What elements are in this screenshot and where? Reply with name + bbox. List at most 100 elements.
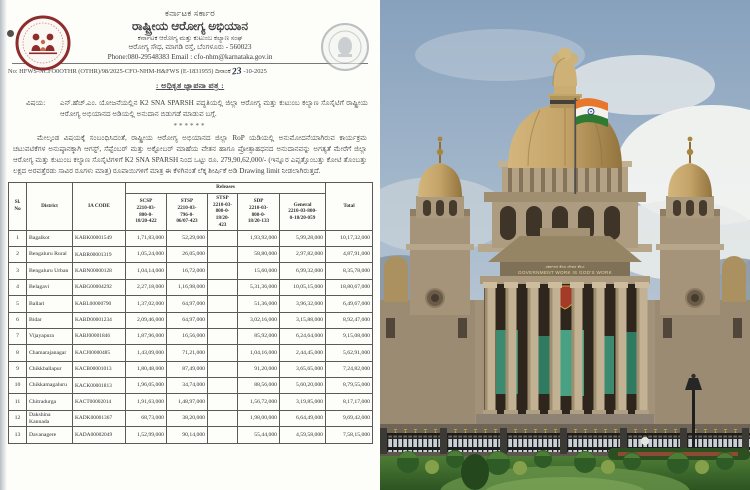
cell-general: 10,05,15,000 bbox=[278, 278, 327, 297]
table-row: 6 Bidar KABD00001234 2,09,46,000 64,97,0… bbox=[8, 311, 374, 329]
table-row: 9 Chikkballapur KACB00001013 1,80,48,000… bbox=[8, 360, 374, 379]
cell-general: 3,15,88,000 bbox=[278, 311, 327, 329]
cell-slno: 12 bbox=[8, 409, 27, 428]
cell-sdp: 15,60,000 bbox=[237, 262, 280, 280]
cell-iacode: KABG00004292 bbox=[72, 278, 126, 297]
cell-stsp1: 90,14,000 bbox=[166, 426, 208, 444]
cell-total: 7,24,82,000 bbox=[325, 360, 374, 379]
cell-scsp: 1,52,99,000 bbox=[125, 426, 167, 444]
district-releases-table: Sl. No District IA CODE Releases Total S… bbox=[8, 181, 374, 444]
cell-stsp1: 38,20,000 bbox=[166, 409, 208, 428]
cell-scsp: 2,27,18,000 bbox=[125, 278, 167, 297]
cell-total: 5,62,91,000 bbox=[325, 344, 374, 362]
cell-total: 8,79,55,000 bbox=[325, 377, 374, 395]
cell-stsp1: 26,05,000 bbox=[166, 245, 208, 264]
col-header-total: Total bbox=[325, 181, 374, 231]
cell-sdp: 91,20,000 bbox=[237, 360, 280, 379]
cell-general: 3,19,85,000 bbox=[278, 393, 327, 411]
cell-slno: 9 bbox=[8, 360, 27, 379]
cell-stsp1: 34,74,000 bbox=[166, 377, 208, 395]
cell-sdp: 3,02,16,000 bbox=[237, 311, 280, 329]
ashoka-lion-capital-statue bbox=[552, 47, 578, 94]
cell-total: 18,80,67,000 bbox=[325, 278, 374, 297]
col-header-sdp: SDP 2210-03- 800-0- 18/20-133 bbox=[237, 192, 280, 231]
cell-stsp1: 64,97,000 bbox=[166, 311, 208, 329]
cell-slno: 11 bbox=[8, 393, 27, 411]
indian-flag-icon bbox=[574, 98, 608, 194]
cell-general: 3,96,32,000 bbox=[278, 295, 327, 313]
cell-stsp1: 16,72,000 bbox=[166, 262, 208, 280]
cell-iacode: KACK00001813 bbox=[72, 377, 126, 395]
cell-stsp2 bbox=[207, 344, 238, 362]
cell-general: 4,59,58,000 bbox=[278, 426, 327, 444]
iron-fence bbox=[380, 428, 750, 459]
cell-stsp1: 71,21,000 bbox=[166, 344, 208, 362]
table-row: 13 Davanagere KADA00002049 1,52,99,000 9… bbox=[8, 426, 374, 444]
memo-body-paragraph: ಮೇಲ್ಕಂಡ ವಿಷಯಕ್ಕೆ ಸಂಬಂಧಿಸಿದಂತೆ, ರಾಷ್ಟ್ರೀಯ… bbox=[13, 134, 367, 175]
cell-scsp: 1,05,24,000 bbox=[125, 245, 167, 264]
letterhead: ಕರ್ನಾಟಕ ಸರ್ಕಾರ ರಾಷ್ಟ್ರೀಯ ಆರೋಗ್ಯ ಅಭಿಯಾನ ಕ… bbox=[0, 0, 380, 65]
table-row: 8 Chamarajanagar KACJ00000485 1,43,09,00… bbox=[8, 344, 374, 362]
col-header-stsp1: STSP 2210-03- 796-0- 06/07-423 bbox=[166, 192, 208, 231]
cell-scsp: 1,43,09,000 bbox=[125, 344, 167, 362]
cell-iacode: KABL00000790 bbox=[72, 295, 126, 313]
cell-sdp: 1,98,00,000 bbox=[237, 409, 280, 428]
cell-general: 5,60,20,000 bbox=[278, 377, 327, 395]
cell-stsp2 bbox=[207, 245, 238, 264]
table-row: 10 Chikkamagaluru KACK00001813 1,96,05,0… bbox=[8, 377, 374, 395]
col-header-slno: Sl. No bbox=[8, 181, 27, 231]
cell-sdp: 58,80,000 bbox=[237, 245, 280, 264]
contact-line: Phone:080-29548383 Email : cfo-nhm@karna… bbox=[12, 53, 368, 65]
col-header-releases: Releases bbox=[124, 181, 327, 194]
cell-district: Ballari bbox=[26, 295, 73, 313]
cell-iacode: KACT00002014 bbox=[72, 393, 126, 411]
inscription-english: GOVERNMENT WORK IS GOD'S WORK bbox=[518, 270, 613, 275]
cell-sdp: 51,36,000 bbox=[237, 295, 280, 313]
cell-stsp2 bbox=[207, 262, 238, 280]
handwritten-date: 23 bbox=[231, 66, 243, 78]
cell-slno: 3 bbox=[8, 262, 27, 280]
separator-stars: ****** bbox=[173, 122, 207, 131]
cell-stsp2 bbox=[207, 311, 238, 329]
cell-total: 6,49,67,000 bbox=[325, 295, 374, 313]
cell-general: 5,99,28,000 bbox=[278, 229, 327, 247]
table-row: 2 Bengaluru Rural KABR00001319 1,05,24,0… bbox=[8, 245, 374, 264]
cell-district: Bengaluru Urban bbox=[26, 262, 73, 280]
lamp-post bbox=[685, 373, 702, 450]
cell-district: Chikkballapur bbox=[26, 360, 73, 379]
cell-iacode: KACJ00000485 bbox=[72, 344, 126, 362]
cell-stsp2 bbox=[207, 327, 238, 346]
vidhana-soudha-photo: ಸರ್ಕಾರದ ಕೆಲಸ ದೇವರ ಕೆಲಸ GOVERNMENT WORK I… bbox=[380, 0, 750, 490]
col-header-district: District bbox=[26, 181, 73, 231]
mission-title: ರಾಷ್ಟ್ರೀಯ ಆರೋಗ್ಯ ಅಭಿಯಾನ bbox=[131, 18, 249, 33]
cell-total: 8,35,78,000 bbox=[325, 262, 374, 280]
punch-hole-dot bbox=[7, 30, 14, 37]
cell-stsp1: 1,48,97,000 bbox=[166, 393, 208, 411]
government-memo-document: ಕರ್ನಾಟಕ ಸರ್ಕಾರ ರಾಷ್ಟ್ರೀಯ ಆರೋಗ್ಯ ಅಭಿಯಾನ ಕ… bbox=[0, 0, 380, 490]
cell-stsp1: 16,56,000 bbox=[166, 327, 208, 346]
col-header-general: General 2210-03-800- 0-18/20-059 bbox=[278, 192, 327, 231]
cell-stsp2 bbox=[207, 229, 238, 247]
table-row: 5 Ballari KABL00000790 1,37,02,000 64,97… bbox=[8, 295, 374, 313]
table-row: 1 Bagalkot KABK00001549 1,71,83,000 52,2… bbox=[8, 229, 374, 247]
left-side-dome bbox=[406, 136, 474, 315]
cell-district: Davanagere bbox=[26, 426, 73, 444]
subject-label: ವಿಷಯ: bbox=[26, 99, 46, 108]
society-line: ಕರ್ನಾಟಕ ಆರೋಗ್ಯ ಮತ್ತು ಕುಟುಂಬ ಕಲ್ಯಾಣ ಸಂಘ bbox=[137, 34, 243, 42]
cell-general: 2,44,45,000 bbox=[278, 344, 327, 362]
cell-iacode: KADK00001367 bbox=[72, 409, 126, 428]
cell-slno: 6 bbox=[8, 311, 27, 329]
cell-general: 6,64,49,000 bbox=[278, 409, 327, 428]
cell-slno: 7 bbox=[8, 327, 27, 346]
govt-line: ಕರ್ನಾಟಕ ಸರ್ಕಾರ bbox=[164, 8, 216, 18]
cell-sdp: 1,93,92,000 bbox=[237, 229, 280, 247]
cell-stsp2 bbox=[207, 360, 238, 379]
cell-district: Vijayapura bbox=[26, 327, 73, 346]
cell-stsp2 bbox=[207, 295, 238, 313]
cell-stsp1: 64,97,000 bbox=[166, 295, 208, 313]
cell-total: 9,69,42,000 bbox=[325, 409, 374, 428]
cell-scsp: 1,71,83,000 bbox=[125, 229, 167, 247]
col-header-stsp2: STSP 2210-03- 800-0- 18/20- 423 bbox=[207, 192, 238, 231]
cell-iacode: KABD00001234 bbox=[72, 311, 126, 329]
